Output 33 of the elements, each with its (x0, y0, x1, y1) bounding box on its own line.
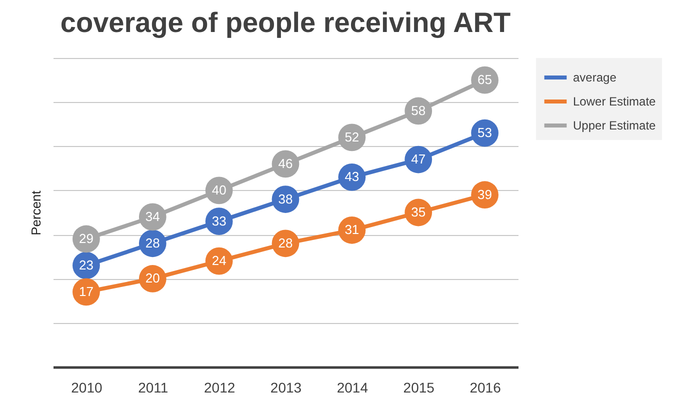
data-label: 43 (344, 169, 360, 184)
x-tick-label: 2012 (204, 380, 236, 396)
x-tick-label: 2011 (138, 380, 168, 396)
data-label: 28 (278, 235, 293, 250)
legend-label: Lower Estimate (573, 94, 656, 108)
chart-title: coverage of people receiving ART (60, 7, 511, 38)
y-axis-title: Percent (28, 190, 44, 236)
data-label: 29 (78, 230, 94, 246)
data-label: 28 (145, 235, 160, 250)
data-label: 65 (478, 72, 492, 88)
data-label: 53 (478, 125, 492, 140)
data-label: 24 (212, 253, 226, 268)
x-tick-label: 2015 (403, 380, 435, 396)
data-label: 17 (78, 284, 94, 299)
data-label: 35 (411, 204, 426, 220)
data-label: 39 (478, 186, 492, 202)
x-tick-label: 2016 (470, 380, 502, 396)
data-label: 47 (411, 152, 426, 167)
data-label: 52 (344, 129, 360, 144)
data-label: 33 (212, 213, 226, 228)
data-label: 38 (278, 191, 293, 206)
legend-label: Upper Estimate (573, 118, 656, 132)
data-label: 58 (411, 102, 426, 118)
data-label: 23 (78, 257, 94, 272)
data-label: 34 (145, 208, 160, 224)
data-label: 20 (145, 270, 160, 286)
x-tick-label: 2010 (71, 380, 102, 396)
data-label: 40 (212, 182, 226, 198)
x-tick-label: 2013 (270, 380, 302, 396)
x-tick-label: 2014 (336, 380, 368, 396)
data-label: 46 (278, 156, 293, 171)
data-label: 31 (344, 222, 360, 238)
legend-label: average (573, 70, 617, 84)
